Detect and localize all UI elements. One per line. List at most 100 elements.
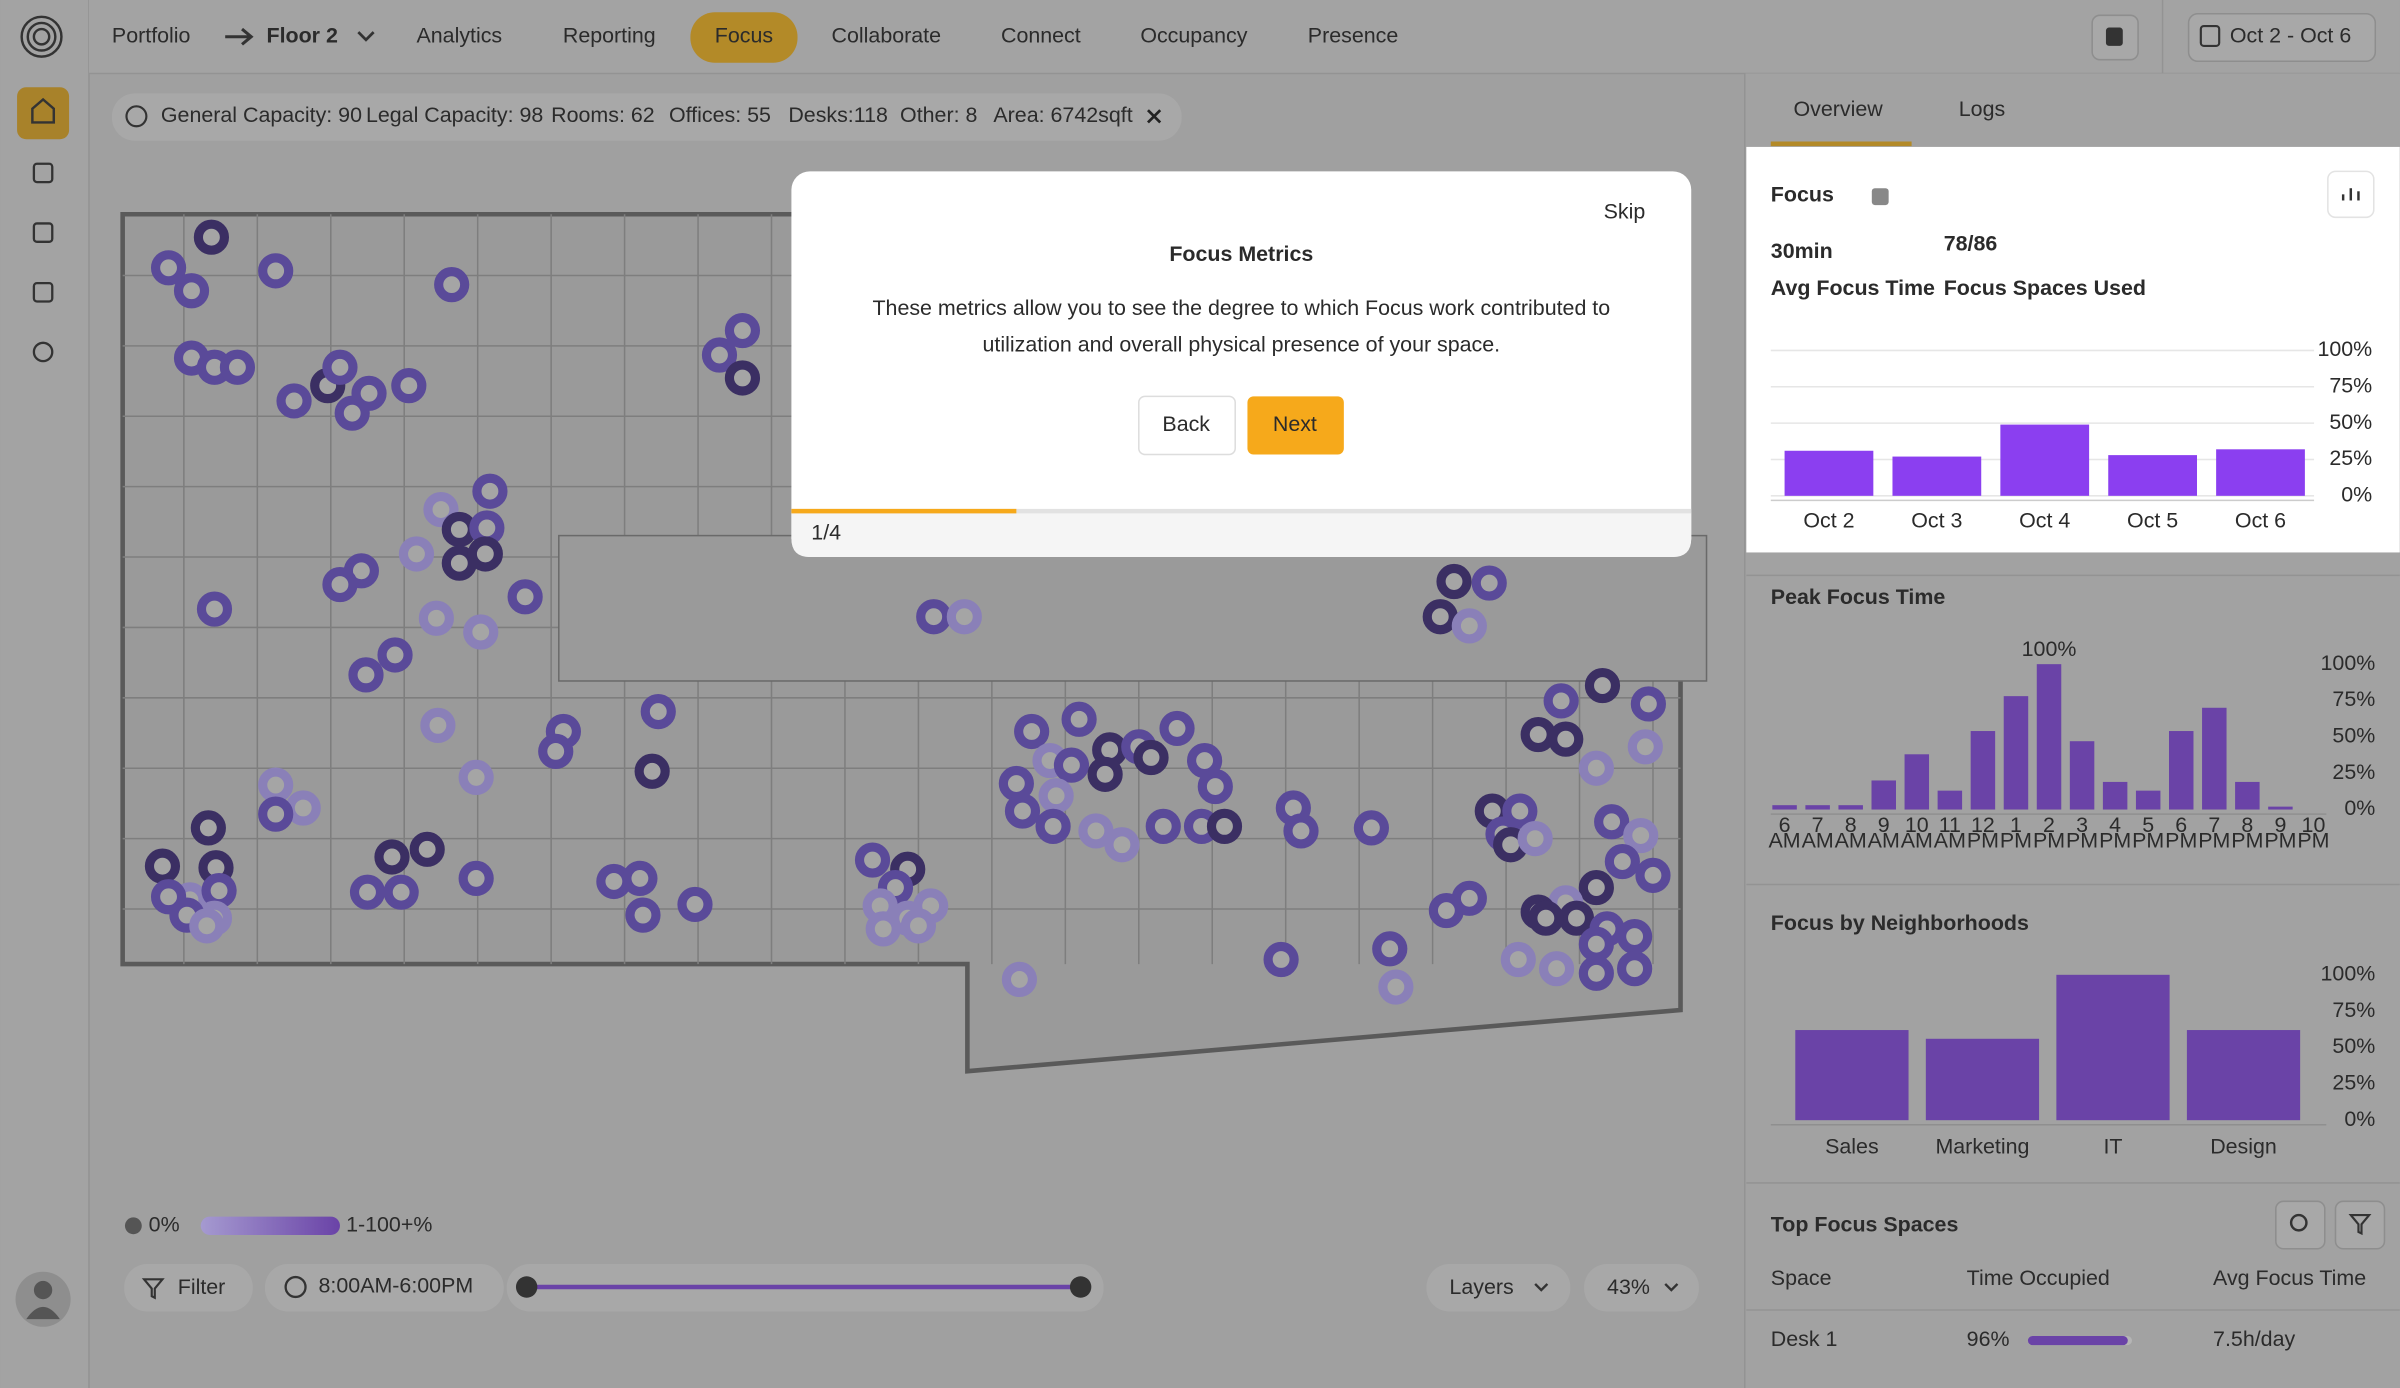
- bar: [1784, 450, 1874, 496]
- y-tick-label: 50%: [2332, 724, 2375, 748]
- x-tick-label: 10: [2302, 813, 2326, 837]
- active-tab[interactable]: [690, 12, 798, 63]
- nav-tab[interactable]: Collaborate: [832, 23, 941, 47]
- x-tick-label: Oct 2: [1803, 508, 1854, 532]
- x-tick-label: AM: [1868, 828, 1900, 852]
- occupancy-dot: [1078, 813, 1114, 849]
- next-button[interactable]: [1247, 396, 1344, 455]
- occupancy-dot: [348, 657, 384, 693]
- filter-button[interactable]: [2334, 1200, 2386, 1250]
- skip-link[interactable]: Skip: [1604, 199, 1646, 223]
- x-tick-label: 8: [2241, 813, 2253, 837]
- filter-icon: [2348, 1214, 2372, 1236]
- x-tick-label: IT: [2103, 1134, 2122, 1158]
- column-header: Space: [1771, 1266, 1832, 1290]
- x-tick-label: 2: [2043, 813, 2055, 837]
- legend-label: 1-100+%: [346, 1212, 432, 1236]
- occupancy-dot: [1520, 716, 1556, 753]
- occupancy-dot: [1378, 969, 1414, 1005]
- occupancy-dot: [258, 796, 294, 832]
- nav-tab[interactable]: Reporting: [563, 23, 656, 47]
- occupancy-dot: [189, 908, 225, 944]
- occupancy-dot: [1422, 599, 1458, 635]
- occupancy-dot: [677, 886, 713, 923]
- panel-tab[interactable]: Overview: [1794, 97, 1884, 121]
- occupancy-dot: [1594, 804, 1630, 840]
- avatar[interactable]: [15, 1271, 71, 1327]
- cell: Desk 1: [1771, 1327, 1838, 1351]
- panel-tab[interactable]: Logs: [1959, 97, 2005, 121]
- x-tick-label: PM: [2066, 828, 2098, 852]
- occupancy-dot: [1528, 900, 1564, 936]
- occupancy-dot: [434, 267, 470, 303]
- zoom-button[interactable]: [1584, 1264, 1699, 1312]
- occupancy-dot: [1543, 683, 1579, 719]
- modal: [791, 171, 1692, 558]
- y-tick-label: 75%: [2332, 687, 2375, 711]
- occupancy-dot: [458, 860, 494, 897]
- breadcrumb[interactable]: Floor 2: [267, 23, 338, 47]
- nav-tab[interactable]: Analytics: [416, 23, 502, 47]
- occupancy-dot: [854, 842, 891, 878]
- occupancy-dot: [1584, 667, 1621, 704]
- search-button[interactable]: [2275, 1200, 2326, 1250]
- bar: [2235, 781, 2260, 810]
- x-tick-label: 5: [2142, 813, 2154, 837]
- y-tick-label: 100%: [2317, 337, 2372, 361]
- nav-tab[interactable]: Connect: [1001, 23, 1081, 47]
- x-tick-label: Marketing: [1935, 1134, 2029, 1158]
- y-tick-label: 0%: [2341, 482, 2372, 506]
- occupancy-dot: [458, 759, 494, 796]
- occupancy-dot: [1061, 701, 1097, 737]
- occupancy-dot: [1502, 793, 1538, 829]
- date-range: Oct 2 - Oct 6: [2230, 23, 2351, 47]
- occupancy-dot: [322, 349, 358, 385]
- slider-handle[interactable]: [1069, 1276, 1092, 1298]
- y-tick-label: 25%: [2329, 446, 2372, 470]
- occupancy-dot: [276, 383, 312, 419]
- occupancy-dot: [383, 874, 419, 910]
- close-icon[interactable]: [1146, 109, 1162, 124]
- sidebar: [0, 0, 89, 1388]
- section-title: Focus by Neighborhoods: [1771, 911, 2029, 935]
- nav-tab[interactable]: Focus: [715, 23, 773, 47]
- slider-handle[interactable]: [515, 1276, 538, 1298]
- cell: 7.5h/day: [2213, 1327, 2295, 1351]
- bar: [1838, 805, 1863, 810]
- nav-icon[interactable]: [32, 162, 54, 184]
- occupancy-dot: [398, 536, 435, 572]
- nav-icon[interactable]: [32, 281, 54, 303]
- date-picker[interactable]: [2187, 13, 2377, 62]
- chevron: [357, 31, 375, 42]
- nav-icon[interactable]: [32, 222, 54, 243]
- filter-button[interactable]: [124, 1264, 253, 1312]
- bar: [1904, 754, 1930, 810]
- occupancy-dot: [538, 733, 574, 769]
- occupancy-dot: [193, 219, 230, 255]
- column-header: Time Occupied: [1967, 1266, 2110, 1290]
- layers-button[interactable]: [1426, 1264, 1571, 1312]
- x-tick-label: PM: [2264, 828, 2296, 852]
- x-tick-label: 11: [1939, 813, 1961, 837]
- y-tick-label: 50%: [2332, 1034, 2375, 1058]
- bar: [2186, 1030, 2301, 1121]
- nav-icon[interactable]: [32, 341, 54, 363]
- nav-tab[interactable]: Occupancy: [1140, 23, 1247, 47]
- occupancy-dot: [1197, 768, 1233, 805]
- x-tick-label: Oct 5: [2127, 508, 2178, 532]
- nav-home[interactable]: [17, 87, 70, 140]
- y-tick-label: 75%: [2329, 373, 2372, 397]
- occupancy-dot: [1517, 821, 1553, 857]
- occupancy-dot: [998, 765, 1034, 802]
- bar: [1892, 456, 1982, 496]
- y-tick-label: 100%: [2321, 651, 2376, 675]
- occupancy-dot: [1578, 926, 1614, 962]
- occupancy-dot: [1004, 793, 1041, 829]
- breadcrumb[interactable]: Portfolio: [112, 23, 191, 47]
- occupancy-dot: [463, 614, 499, 650]
- zoom-label: 43%: [1607, 1275, 1650, 1299]
- occupancy-dot: [1635, 857, 1671, 893]
- back-button[interactable]: [1138, 395, 1236, 456]
- y-tick-label: 100%: [2321, 961, 2376, 985]
- nav-tab[interactable]: Presence: [1308, 23, 1398, 47]
